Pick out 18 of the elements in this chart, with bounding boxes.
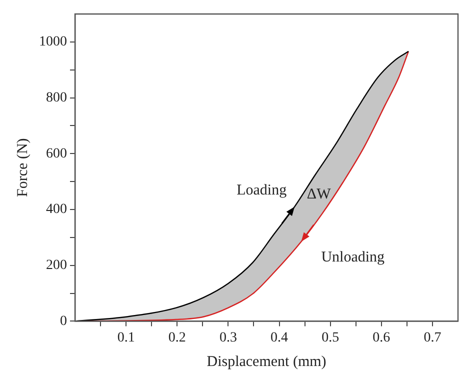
y-tick-label: 200 — [46, 258, 67, 274]
x-tick-label: 0.1 — [117, 330, 135, 346]
y-tick-label: 800 — [46, 90, 67, 106]
annotation: ΔW — [306, 186, 332, 202]
x-tick-label: 0.6 — [372, 330, 390, 346]
x-tick-label: 0.2 — [168, 330, 186, 346]
y-axis-title: Force (N) — [14, 138, 31, 197]
y-tick-label: 400 — [46, 202, 67, 218]
annotation: Loading — [236, 182, 288, 199]
x-tick-label: 0.3 — [219, 330, 237, 346]
y-tick-label: 0 — [60, 314, 67, 329]
x-axis-title: Displacement (mm) — [206, 354, 326, 370]
x-tick-label: 0.7 — [424, 330, 442, 346]
annotation: Unloading — [321, 250, 386, 266]
y-tick-label: 600 — [46, 146, 67, 162]
y-tick-label: 1000 — [39, 34, 67, 50]
x-tick-label: 0.5 — [322, 330, 340, 346]
x-tick-label: 0.4 — [270, 330, 288, 346]
